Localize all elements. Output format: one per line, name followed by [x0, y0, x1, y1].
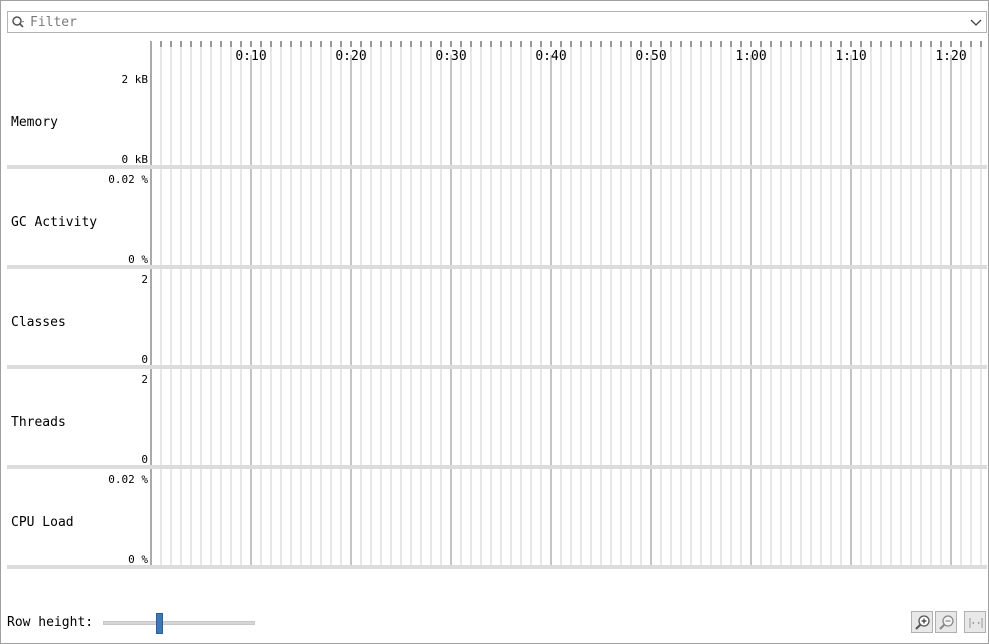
track-separator: [7, 465, 987, 469]
time-tick-label: 0:50: [635, 49, 667, 64]
fit-all-icon: [969, 618, 983, 628]
track-max-value: 0.02 %: [108, 173, 148, 186]
slider-thumb[interactable]: [156, 613, 163, 634]
track-min-value: 0: [141, 353, 148, 366]
track-max-value: 0.02 %: [108, 473, 148, 486]
time-tick-label: 1:20: [935, 49, 967, 64]
track-min-value: 0 %: [128, 253, 148, 266]
track-label[interactable]: CPU Load: [11, 515, 74, 530]
timeline-chart[interactable]: 0:10 0:20 0:30 0:40 0:50 1:00 1:10 1:20 Memory 2 …: [1, 37, 989, 569]
track-separator: [7, 365, 987, 369]
track-min-value: 0 kB: [121, 153, 149, 166]
track-label[interactable]: Memory: [11, 115, 58, 130]
track-separator: [7, 265, 987, 269]
track-label[interactable]: Classes: [11, 315, 66, 330]
filter-input[interactable]: [30, 13, 960, 31]
row-height-slider[interactable]: [103, 613, 255, 634]
chevron-down-icon[interactable]: [969, 16, 983, 30]
track-max-value: 2: [141, 373, 148, 386]
time-tick-label: 0:30: [435, 49, 467, 64]
zoom-in-button[interactable]: [911, 611, 933, 633]
track-max-value: 2 kB: [121, 73, 149, 86]
time-tick-label: 0:20: [335, 49, 367, 64]
time-tick-label: 1:10: [835, 49, 867, 64]
time-tick-label: 0:40: [535, 49, 567, 64]
track-separator: [7, 565, 987, 569]
bottom-toolbar: Row height:: [1, 601, 989, 641]
row-height-label: Row height:: [7, 615, 94, 630]
fit-all-button[interactable]: [964, 611, 986, 633]
time-tick-label: 0:10: [235, 49, 267, 64]
track-min-value: 0: [141, 453, 148, 466]
timeline-grid: [7, 41, 987, 569]
filter-box[interactable]: [7, 11, 987, 33]
zoom-out-button[interactable]: [935, 611, 957, 633]
track-separator: [7, 165, 987, 169]
time-tick-label: 1:00: [735, 49, 767, 64]
search-icon[interactable]: [11, 15, 27, 31]
zoom-out-icon: [939, 615, 954, 630]
track-max-value: 2: [141, 273, 148, 286]
track-label[interactable]: GC Activity: [11, 215, 98, 230]
track-min-value: 0 %: [128, 553, 148, 566]
track-label[interactable]: Threads: [11, 415, 66, 430]
zoom-in-icon: [915, 615, 930, 630]
slider-track[interactable]: [103, 621, 255, 625]
